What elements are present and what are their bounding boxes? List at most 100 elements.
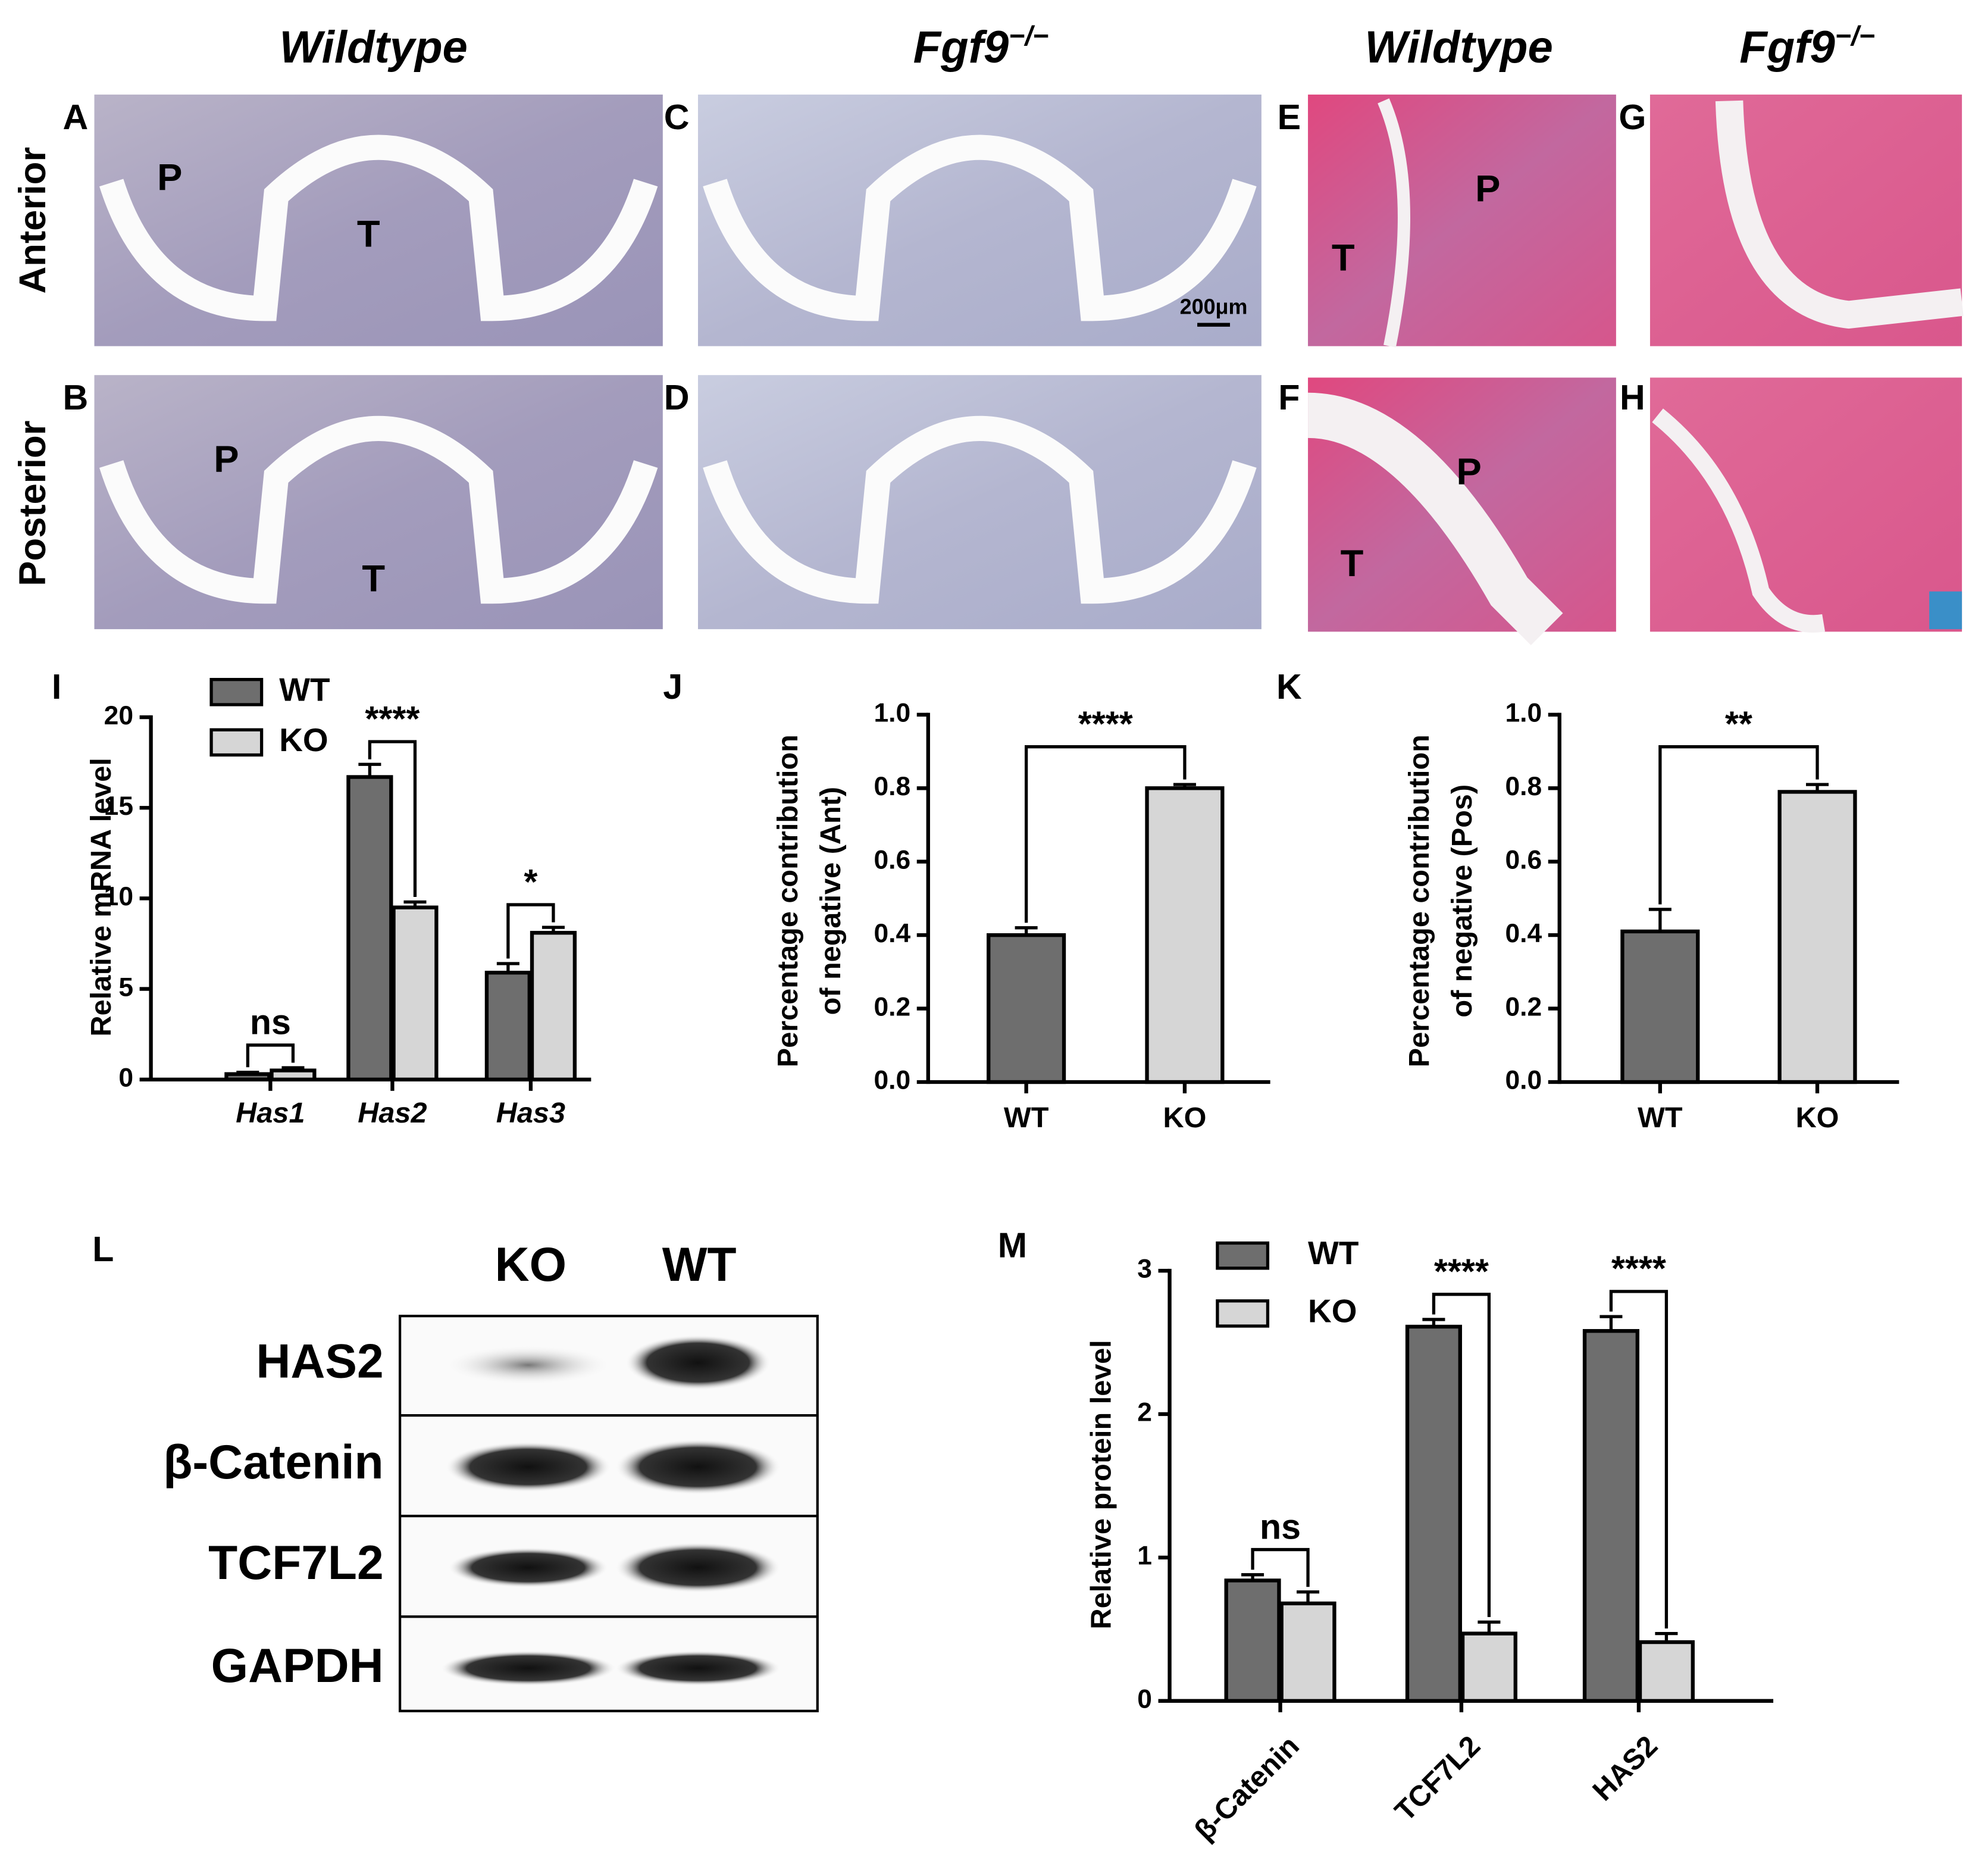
column-header: Wildtype [1365, 22, 1553, 73]
panel-label: F [1278, 377, 1300, 417]
band [615, 1542, 781, 1593]
x-tick-label: KO [1163, 1102, 1206, 1134]
y-tick-label: 0 [118, 1063, 133, 1092]
y-tick-label: 1 [1137, 1542, 1152, 1571]
x-tick-label: HAS2 [1586, 1730, 1664, 1807]
region-label: T [1341, 543, 1364, 584]
y-tick-label: 0.6 [874, 845, 911, 874]
y-tick-label: 10 [104, 882, 133, 911]
gene: Fgf9 [913, 22, 1009, 73]
significance-bracket [368, 740, 417, 898]
panel-label: G [1619, 97, 1646, 137]
region-label: P [1475, 168, 1500, 210]
bar [270, 1068, 317, 1081]
legend-swatch [209, 678, 264, 706]
error-bar [358, 762, 381, 777]
panel-label: M [998, 1225, 1027, 1265]
genotype: −/− [1835, 20, 1875, 51]
legend-label: WT [279, 671, 330, 708]
legend-label: KO [1308, 1292, 1357, 1329]
significance-label: ns [1260, 1506, 1301, 1546]
legend-swatch [1216, 1299, 1270, 1328]
y-tick-label: 0.4 [874, 919, 911, 948]
tissue-gap [1378, 98, 1410, 348]
y-axis-label: Relative protein level [1085, 1340, 1117, 1629]
column-header: Fgf9−/− [1739, 20, 1875, 73]
protein-label: HAS2 [256, 1335, 383, 1389]
lumen [99, 415, 658, 604]
y-tick-label: 1.0 [1505, 699, 1542, 728]
x-tick-label: WT [1004, 1102, 1049, 1134]
significance-label: **** [365, 699, 420, 739]
band [442, 1345, 614, 1386]
y-tick-label: 0.0 [874, 1066, 911, 1095]
error-bar [1422, 1318, 1445, 1327]
y-axis-label: of negative (Ant) [815, 787, 847, 1015]
bar [484, 971, 531, 1081]
panel-label: A [62, 97, 88, 137]
bar [530, 931, 577, 1081]
x-tick-label: Has1 [236, 1097, 305, 1129]
panel-label: K [1276, 667, 1302, 706]
tissue-gap [1715, 100, 1964, 329]
error-bar [1655, 1631, 1678, 1643]
band [447, 1547, 609, 1588]
bar [224, 1072, 271, 1081]
significance-bracket [1658, 745, 1819, 905]
significance-bracket [1251, 1547, 1310, 1587]
y-tick-label: 0.0 [1505, 1066, 1542, 1095]
band [625, 1334, 771, 1390]
bar [1279, 1601, 1336, 1703]
protein-label: β-Catenin [163, 1436, 383, 1489]
y-tick-label: 0.8 [1505, 772, 1542, 801]
error-bar [281, 1066, 305, 1071]
legend-label: WT [1308, 1234, 1359, 1271]
y-tick-label: 0.2 [1505, 992, 1542, 1021]
significance-label: **** [1078, 704, 1133, 744]
micrograph [698, 375, 1262, 630]
error-bar [1806, 783, 1829, 792]
y-tick-label: 0.8 [874, 772, 911, 801]
protein-label: GAPDH [211, 1639, 384, 1693]
region-label: P [157, 157, 182, 198]
lumen [703, 135, 1257, 321]
micrographs [94, 94, 1964, 646]
tissue-gap [1652, 408, 1826, 633]
error-bar [541, 926, 565, 933]
bar [1460, 1631, 1517, 1703]
significance-bracket [1609, 1290, 1669, 1629]
error-bar [1478, 1620, 1501, 1634]
scale-bar-label: 200μm [1180, 295, 1248, 319]
panel-label: B [62, 377, 88, 417]
column-header: Wildtype [280, 22, 468, 73]
x-tick-label: KO [1796, 1102, 1839, 1134]
legend-swatch [1216, 1241, 1270, 1270]
error-bar [1173, 783, 1196, 789]
bar [1145, 786, 1225, 1084]
lumen [99, 135, 658, 321]
y-tick-label: 1.0 [874, 699, 911, 728]
bar [392, 905, 439, 1081]
error-bar [1241, 1573, 1264, 1581]
tissue-gap [1307, 392, 1563, 646]
lane-label: KO [495, 1238, 566, 1292]
bar [1582, 1329, 1639, 1703]
legend-label: KO [279, 721, 328, 758]
legend-swatch [209, 728, 264, 757]
row-label: Posterior [12, 421, 54, 586]
band [615, 1650, 781, 1686]
significance-bracket [246, 1043, 295, 1068]
panel-label: H [1620, 377, 1645, 417]
y-tick-label: 0.4 [1505, 919, 1542, 948]
stain-patch [1929, 591, 1962, 630]
y-axis-label: Relative mRNA level [85, 758, 117, 1036]
region-label: P [1456, 451, 1481, 493]
lumen [703, 415, 1257, 604]
genotype: −/− [1009, 20, 1048, 51]
band [615, 1439, 781, 1495]
error-bar [236, 1070, 259, 1074]
y-tick-label: 2 [1137, 1398, 1152, 1427]
significance-bracket [1024, 745, 1187, 923]
significance-label: **** [1434, 1251, 1489, 1291]
